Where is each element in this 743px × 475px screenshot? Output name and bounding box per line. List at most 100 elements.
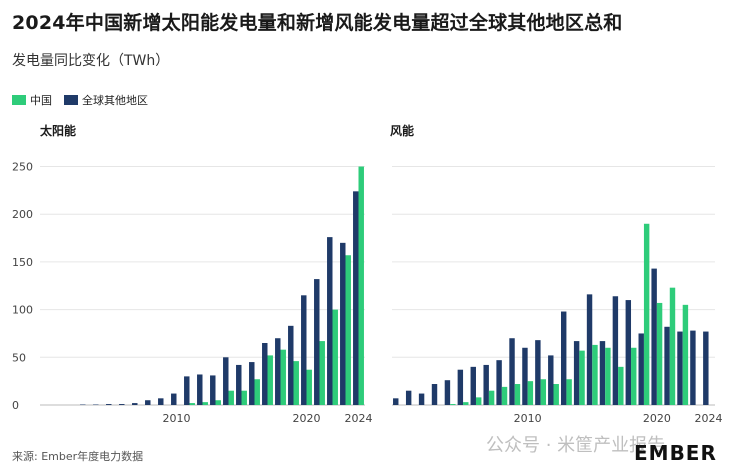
bar-rest-of-world-2006 (119, 404, 125, 405)
bar-rest-of-world-2018 (275, 338, 281, 405)
bar-rest-of-world-2003 (431, 384, 438, 405)
x-tick-label: 2010 (163, 412, 191, 425)
bar-rest-of-world-2019 (288, 325, 294, 405)
bar-china-2018 (631, 347, 637, 405)
bar-rest-of-world-2004 (444, 380, 451, 405)
y-tick-label: 50 (12, 351, 26, 364)
bar-rest-of-world-2007 (483, 364, 489, 405)
bar-rest-of-world-2024 (703, 331, 709, 405)
bar-rest-of-world-2006 (470, 366, 476, 405)
bar-rest-of-world-2020 (301, 295, 307, 405)
y-tick-label: 100 (12, 304, 33, 317)
bar-rest-of-world-2017 (262, 343, 268, 405)
legend: 中国 全球其他地区 (12, 92, 160, 108)
legend-label-rest-of-world: 全球其他地区 (82, 94, 148, 107)
bar-china-2007 (488, 390, 495, 405)
bar-rest-of-world-2011 (184, 376, 190, 405)
bar-china-2013 (566, 379, 572, 405)
bar-china-2014 (579, 350, 585, 405)
bar-rest-of-world-2022 (677, 331, 683, 405)
bar-rest-of-world-2009 (509, 338, 515, 405)
bar-china-2016 (605, 347, 611, 405)
bar-rest-of-world-2012 (548, 355, 554, 405)
bar-china-2012 (202, 402, 208, 405)
bar-china-2015 (241, 390, 247, 405)
bar-rest-of-world-2011 (535, 340, 541, 405)
bar-china-2013 (215, 400, 221, 405)
panel-title: 风能 (390, 123, 414, 138)
y-tick-label: 0 (12, 399, 19, 412)
x-tick-label: 2024 (695, 412, 723, 425)
bar-china-2019 (643, 223, 650, 405)
legend-swatch-rest-of-world (64, 95, 78, 105)
bar-rest-of-world-2023 (690, 330, 696, 405)
x-tick-label: 2020 (643, 412, 671, 425)
bar-china-2020 (306, 369, 312, 405)
bar-rest-of-world-2009 (158, 398, 164, 405)
bar-rest-of-world-2013 (560, 311, 567, 405)
bar-rest-of-world-2010 (522, 347, 528, 405)
bar-rest-of-world-2015 (586, 294, 593, 405)
watermark-text: 公众号 · 米筐产业报告 (486, 435, 666, 456)
y-tick-label: 150 (12, 256, 33, 269)
bar-rest-of-world-2013 (210, 375, 216, 405)
chart-title: 2024年中国新增太阳能发电量和新增风能发电量超过全球其他地区总和 (12, 12, 623, 34)
bar-china-2009 (514, 384, 521, 405)
solar-panel: 太阳能 0 50 100 150 200 250 2010 2020 2024 (12, 123, 373, 425)
chart-subtitle: 发电量同比变化（TWh） (12, 53, 170, 69)
bar-china-2022 (332, 309, 338, 405)
bar-china-2014 (228, 390, 234, 405)
bar-rest-of-world-2008 (496, 360, 502, 405)
bar-china-2023 (345, 255, 351, 405)
bar-china-2011 (189, 403, 195, 405)
legend-item-china: 中国 (12, 92, 52, 108)
bar-china-2016 (254, 379, 260, 405)
legend-item-rest-of-world: 全球其他地区 (64, 92, 148, 108)
ember-logo: EMBER (634, 441, 717, 465)
bar-china-2011 (540, 379, 547, 405)
bar-china-2015 (592, 344, 598, 405)
bar-china-2021 (319, 341, 325, 405)
source-note: 来源: Ember年度电力数据 (12, 450, 144, 463)
bar-rest-of-world-2010 (171, 393, 177, 405)
bar-rest-of-world-2020 (651, 268, 657, 405)
x-tick-label: 2024 (345, 412, 373, 425)
bar-rest-of-world-2014 (223, 357, 229, 405)
bar-rest-of-world-2019 (638, 333, 644, 405)
bar-rest-of-world-2005 (457, 369, 464, 405)
y-tick-label: 200 (12, 208, 33, 221)
bar-rest-of-world-2023 (340, 242, 346, 405)
bar-china-2018 (280, 349, 286, 405)
bar-rest-of-world-2002 (418, 393, 425, 405)
legend-label-china: 中国 (30, 94, 52, 107)
bar-rest-of-world-2015 (236, 364, 242, 405)
bar-rest-of-world-2016 (249, 362, 255, 405)
x-tick-label: 2010 (514, 412, 542, 425)
bar-china-2012 (553, 384, 559, 405)
bar-rest-of-world-2017 (612, 296, 619, 405)
legend-swatch-china (12, 95, 26, 105)
bar-rest-of-world-2008 (145, 400, 151, 405)
bar-china-2017 (618, 366, 624, 405)
bar-rest-of-world-2000 (393, 398, 399, 405)
bar-rest-of-world-2022 (327, 237, 333, 405)
bar-rest-of-world-2018 (625, 300, 632, 405)
bar-rest-of-world-2014 (573, 341, 580, 405)
y-tick-label: 250 (12, 161, 33, 174)
panel-title: 太阳能 (40, 123, 76, 138)
bar-rest-of-world-2024 (353, 191, 359, 405)
bar-china-2024 (358, 166, 364, 405)
bar-china-2006 (475, 397, 482, 405)
bar-china-2017 (267, 355, 273, 405)
bar-rest-of-world-2021 (664, 326, 670, 405)
bar-china-2022 (682, 304, 689, 405)
x-tick-label: 2020 (293, 412, 321, 425)
bar-rest-of-world-2012 (197, 374, 203, 405)
bar-china-2005 (463, 402, 469, 405)
bar-china-2010 (527, 381, 534, 405)
bar-china-2019 (293, 361, 299, 405)
bar-rest-of-world-2007 (132, 403, 138, 405)
bar-rest-of-world-2016 (599, 341, 606, 405)
bar-china-2004 (450, 404, 456, 405)
bar-rest-of-world-2001 (405, 390, 412, 405)
